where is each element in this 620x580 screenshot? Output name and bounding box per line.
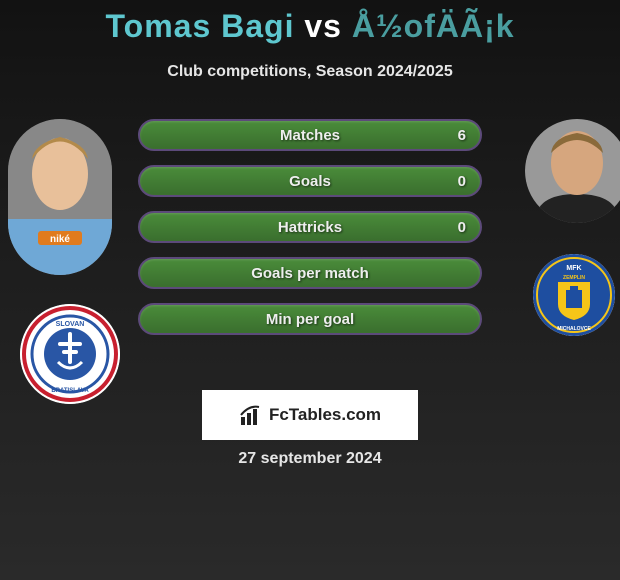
stat-label: Goals (289, 173, 331, 190)
stat-bar-goals: Goals 0 (138, 165, 482, 197)
stat-label: Matches (280, 127, 340, 144)
stat-label: Goals per match (251, 265, 369, 282)
svg-text:SLOVAN: SLOVAN (56, 321, 85, 328)
svg-text:niké: niké (50, 234, 70, 245)
stat-value: 6 (458, 127, 466, 144)
svg-text:ZEMPLIN: ZEMPLIN (563, 275, 585, 281)
stat-bar-matches: Matches 6 (138, 119, 482, 151)
footer-date: 27 september 2024 (238, 450, 381, 468)
footer-brand-text: FcTables.com (269, 405, 381, 425)
svg-text:BRATISLAVA: BRATISLAVA (51, 388, 89, 394)
player2-club-logo: MFK ZEMPLIN MICHALOVCE (533, 254, 615, 336)
footer-brand-badge: FcTables.com (202, 390, 418, 440)
stat-value: 0 (458, 219, 466, 236)
stat-value: 0 (458, 173, 466, 190)
vs-text: vs (304, 8, 342, 44)
player1-club-logo: SLOVAN BRATISLAVA (20, 304, 120, 404)
stat-label: Hattricks (278, 219, 342, 236)
stat-bar-min-per-goal: Min per goal (138, 303, 482, 335)
stat-label: Min per goal (266, 311, 354, 328)
stat-bar-goals-per-match: Goals per match (138, 257, 482, 289)
player2-photo (525, 119, 620, 223)
svg-text:MICHALOVCE: MICHALOVCE (557, 326, 591, 332)
stat-bar-hattricks: Hattricks 0 (138, 211, 482, 243)
player2-name: Å½ofÄÃ¡k (352, 8, 515, 44)
subtitle: Club competitions, Season 2024/2025 (0, 63, 620, 81)
stats-container: Matches 6 Goals 0 Hattricks 0 Goals per … (138, 119, 482, 349)
svg-text:MFK: MFK (566, 265, 581, 272)
player1-photo: niké (8, 119, 112, 275)
chart-icon (239, 403, 263, 427)
player1-name: Tomas Bagi (105, 8, 294, 44)
comparison-title: Tomas Bagi vs Å½ofÄÃ¡k (0, 0, 620, 45)
main-area: niké SLOVAN BRATISLAVA MFK ZEMPLIN (0, 119, 620, 399)
